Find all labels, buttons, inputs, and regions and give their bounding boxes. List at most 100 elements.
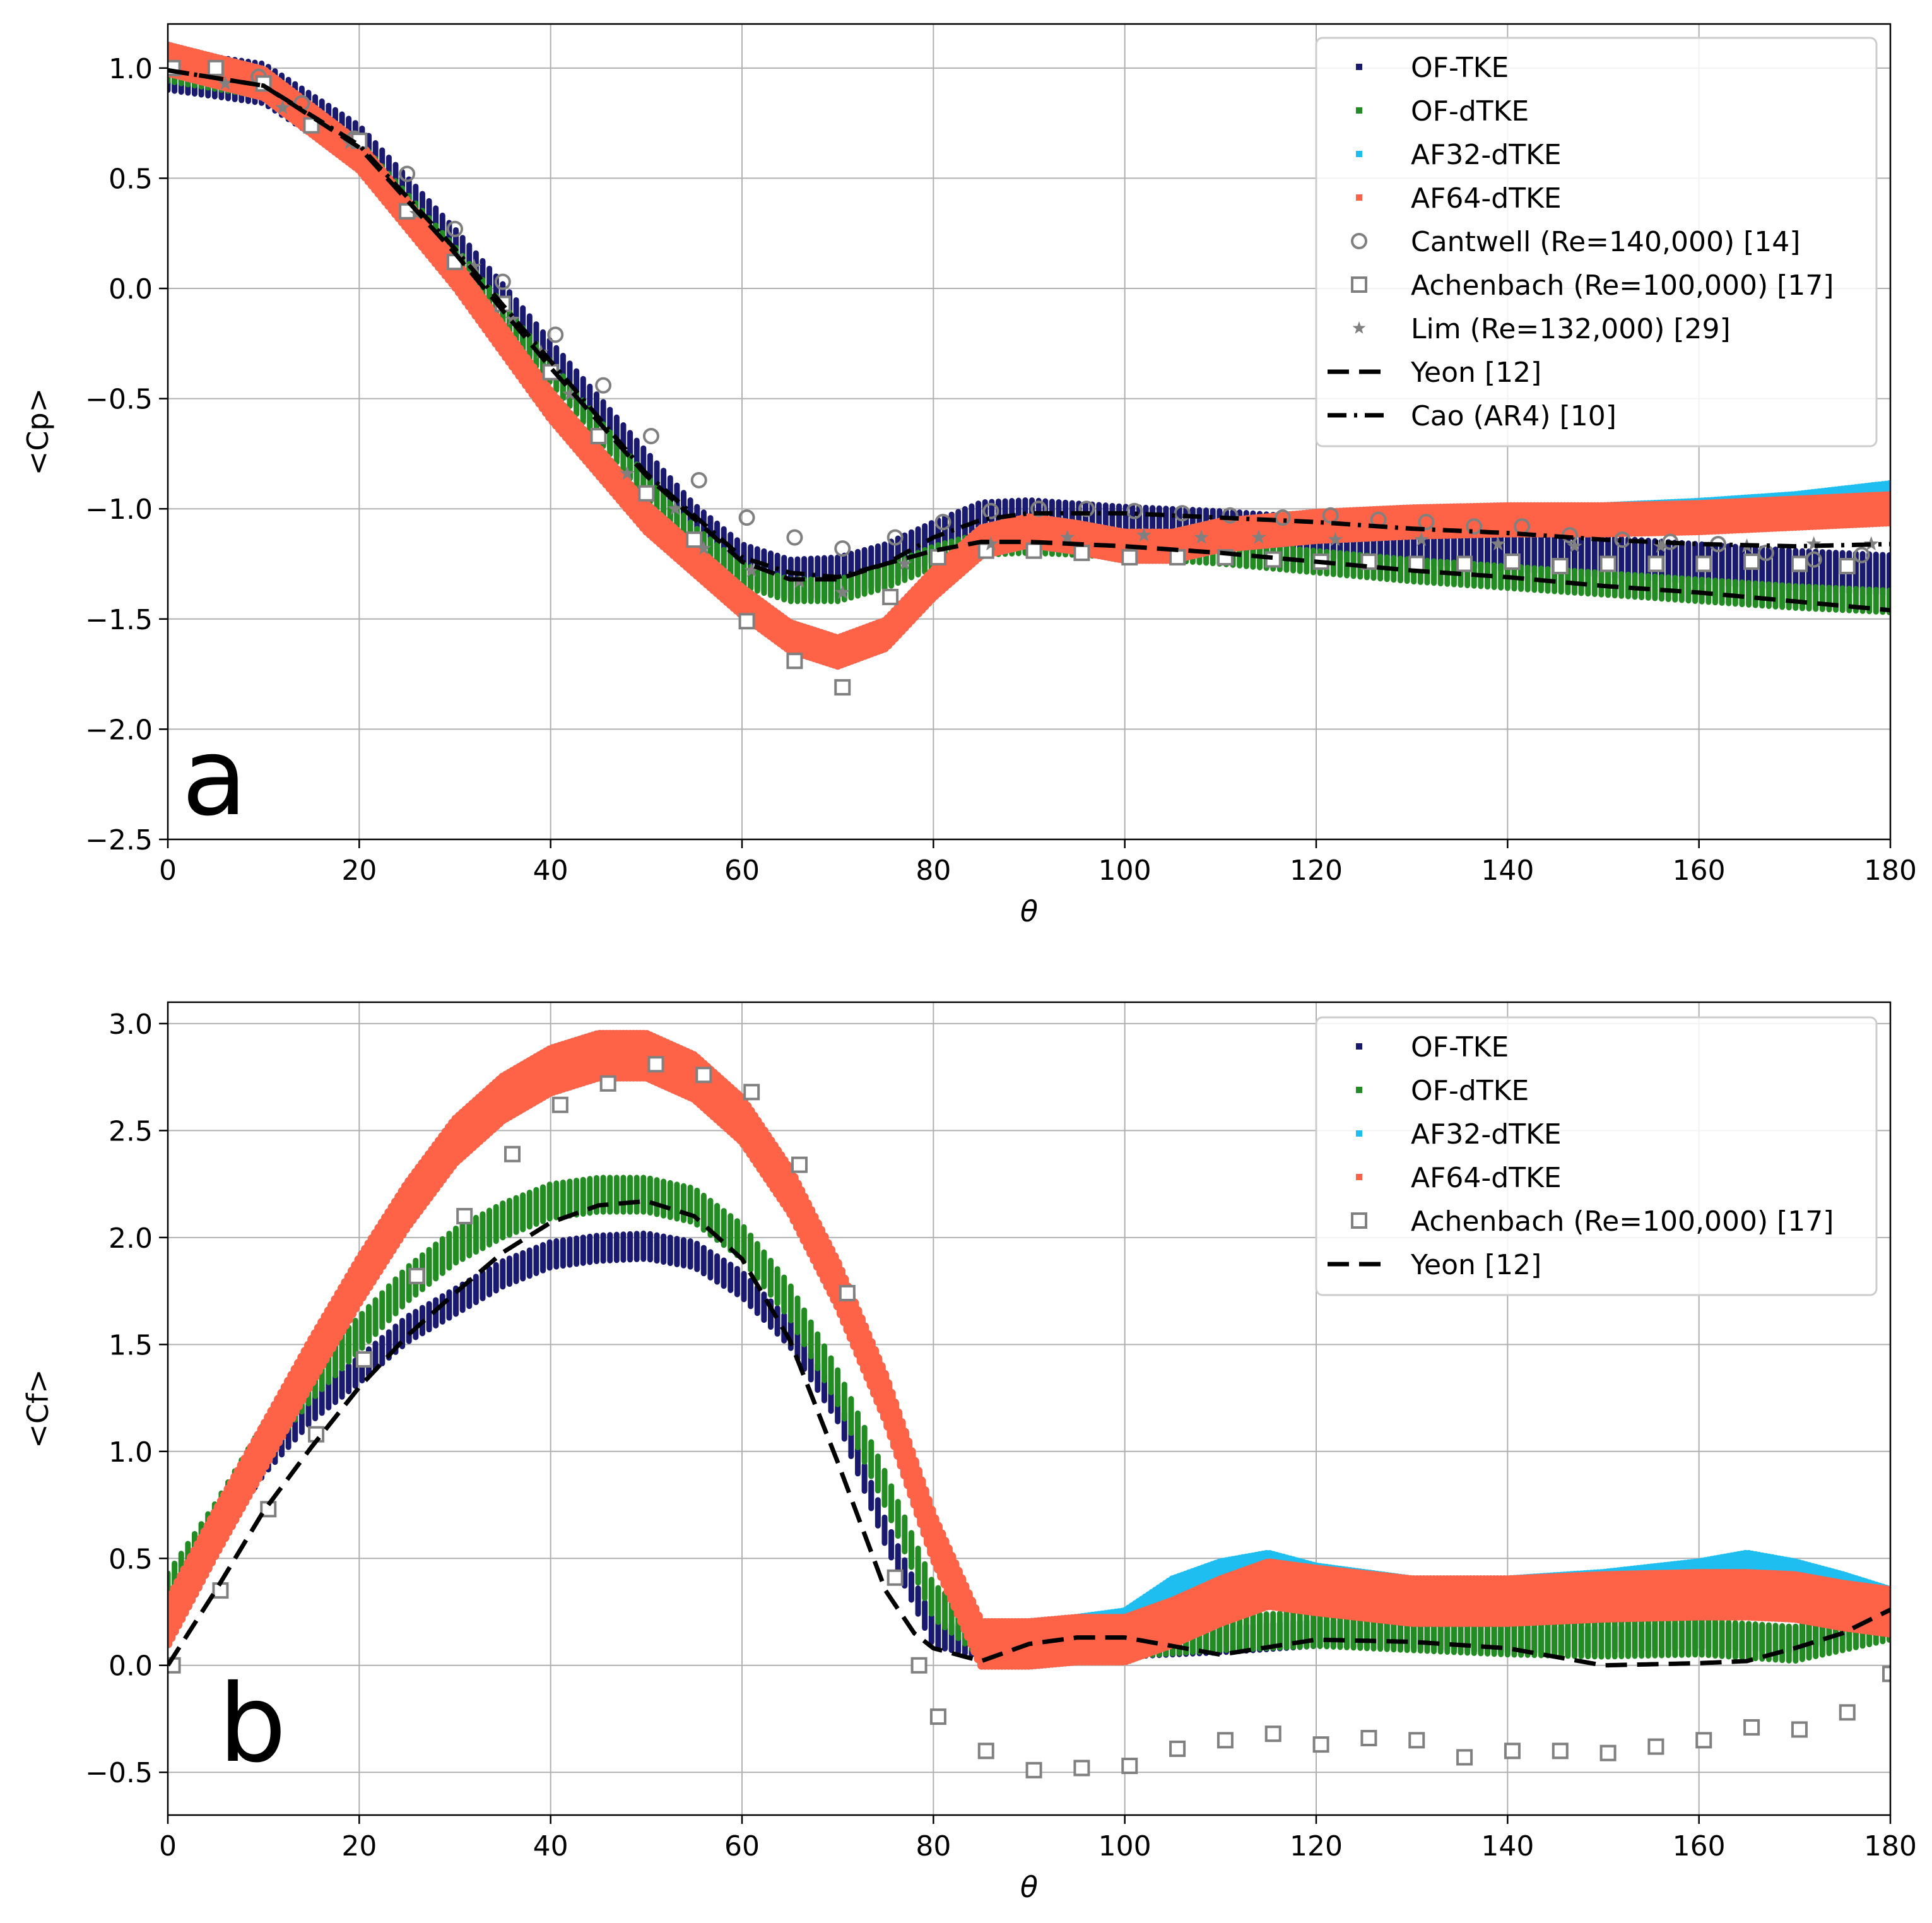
data-point [456, 1207, 473, 1224]
x-tick-label: 40 [533, 1830, 568, 1862]
data-point [1839, 558, 1856, 575]
legend-swatch [1356, 1174, 1362, 1180]
legend-label: Achenbach (Re=100,000) [17] [1411, 269, 1834, 302]
x-tick-label: 120 [1290, 855, 1343, 887]
data-point [1169, 1740, 1186, 1757]
legend: OF-TKE OF-dTKE AF32-dTKE AF64-dTKE Cantwell … [1315, 37, 1878, 447]
data-point [1791, 555, 1808, 572]
data-point [642, 427, 659, 444]
legend-label: OF-dTKE [1411, 95, 1529, 127]
legend-swatch [1351, 233, 1367, 249]
data-point [929, 549, 946, 566]
data-point [1863, 536, 1879, 551]
series-yeon-12- [168, 1198, 1890, 1668]
y-tick-label: −0.5 [85, 384, 153, 416]
panel-a-cp-chart: 0 20 40 60 80 100 120 140 160 180 1.0 0.5 0.0 −0.5 −1.… [21, 23, 1917, 928]
data-point [1567, 538, 1582, 553]
data-point [1695, 1732, 1712, 1749]
y-tick-label: −1.0 [85, 494, 153, 526]
legend-label: AF64-dTKE [1411, 1162, 1562, 1194]
y-tick-label: −2.0 [85, 714, 153, 746]
x-tick-label: 80 [916, 855, 951, 887]
axes-frame [167, 1001, 1892, 1816]
data-point [1073, 1760, 1090, 1777]
data-point [207, 59, 224, 76]
x-tick-label: 140 [1481, 1830, 1534, 1862]
data-point [786, 529, 803, 546]
x-tick-label: 0 [159, 855, 177, 887]
data-point [1073, 545, 1090, 562]
data-line [168, 68, 1890, 580]
legend-swatch [1352, 321, 1366, 334]
data-point [886, 529, 904, 546]
legend-label: OF-TKE [1411, 1031, 1509, 1063]
data-point [910, 1657, 928, 1674]
data-point [1251, 530, 1266, 544]
data-point [1059, 530, 1075, 544]
data-point [1743, 1719, 1760, 1736]
series-achenbach-re-100-000-17- [168, 1056, 1890, 1778]
y-tick-label: −2.5 [85, 824, 153, 856]
data-point [667, 500, 683, 516]
data-point [1504, 1743, 1521, 1760]
legend-swatch [1356, 194, 1362, 201]
data-point [1599, 555, 1617, 572]
legend-label: Cantwell (Re=140,000) [14] [1411, 226, 1800, 258]
data-point [355, 1351, 372, 1368]
plot-area [168, 41, 1890, 696]
data-point [1853, 547, 1870, 564]
legend-label: OF-TKE [1411, 52, 1509, 84]
data-point [882, 588, 899, 605]
y-tick-label: 0.5 [109, 163, 153, 195]
x-tick-label: 20 [341, 1830, 377, 1862]
legend-swatch [1356, 1043, 1362, 1050]
data-point [1695, 555, 1712, 572]
x-tick-label: 180 [1864, 1830, 1917, 1862]
data-point [1274, 509, 1291, 526]
series-af64-dtke [168, 1029, 1890, 1670]
data-point [1169, 549, 1186, 566]
data-point [1552, 1743, 1569, 1760]
data-point [834, 679, 851, 696]
legend: OF-TKE OF-dTKE AF32-dTKE AF64-dTKE Achenbach… [1315, 1016, 1878, 1296]
data-point [886, 1569, 904, 1586]
x-tick-label: 100 [1099, 855, 1152, 887]
legend-label: AF64-dTKE [1411, 182, 1562, 215]
data-point [1466, 518, 1483, 535]
data-line [168, 1198, 1890, 1668]
data-point [1216, 1732, 1234, 1749]
data-point [1418, 514, 1435, 531]
data-point [1413, 531, 1429, 547]
data-point [494, 273, 511, 290]
legend-label: Lim (Re=132,000) [29] [1411, 313, 1731, 345]
x-tick-label: 160 [1673, 1830, 1726, 1862]
data-point [1882, 1666, 1890, 1683]
data-point [897, 556, 912, 571]
data-point [1757, 545, 1774, 562]
y-tick-label: 0.0 [109, 1650, 153, 1683]
legend-swatch [1356, 107, 1362, 114]
y-axis-label: <Cp> [21, 388, 55, 475]
data-point [620, 465, 635, 480]
data-point [686, 531, 703, 548]
data-point [1839, 1704, 1856, 1721]
x-tick-label: 0 [159, 1830, 177, 1862]
legend-swatch [1351, 276, 1367, 293]
legend-swatch [1356, 64, 1362, 70]
data-point [447, 220, 463, 237]
data-point [551, 1096, 568, 1113]
y-tick-label: 0.5 [109, 1543, 153, 1575]
data-point [1121, 1758, 1138, 1775]
x-tick-label: 20 [341, 855, 377, 887]
legend-swatch [1351, 1212, 1367, 1229]
axes-frame [167, 23, 1892, 841]
panel-b-cf-chart: 0 20 40 60 80 100 120 140 160 180 3.0 2.5 2.0 1.5 1.0 0… [21, 1001, 1917, 1904]
data-point [1599, 1744, 1617, 1761]
y-tick-label: 2.5 [109, 1115, 153, 1147]
data-point [977, 1743, 994, 1760]
data-point [1222, 507, 1239, 524]
data-point [1126, 502, 1143, 519]
legend-swatch [1356, 1087, 1362, 1093]
legend-label: Yeon [12] [1410, 1249, 1541, 1281]
